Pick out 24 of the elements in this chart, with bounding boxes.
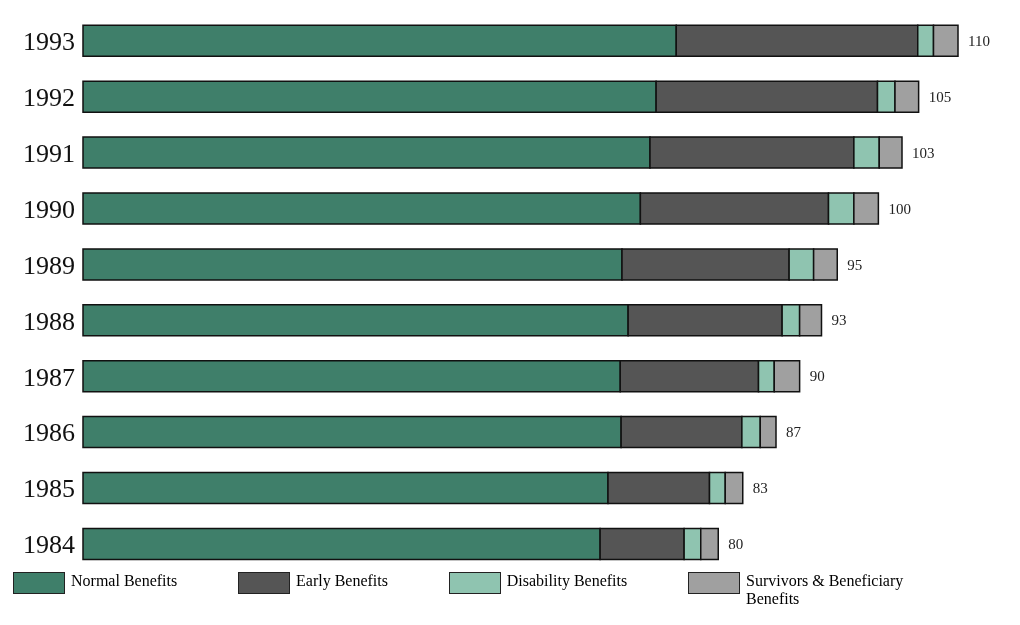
annotation: 110 xyxy=(968,32,990,49)
y-tick-label: 1984 xyxy=(23,530,75,560)
y-tick-label: 1985 xyxy=(23,474,75,504)
annotation: 100 xyxy=(888,200,911,217)
annotation: 80 xyxy=(728,536,744,553)
annotation: 93 xyxy=(831,312,847,329)
annotation: 105 xyxy=(928,88,952,105)
y-tick-label: 1989 xyxy=(23,250,75,280)
annotation: 95 xyxy=(847,256,863,273)
annotation: 83 xyxy=(752,480,768,497)
legend-label: Disability Benefits xyxy=(506,572,628,590)
legend-label: Early Benefits xyxy=(296,572,388,590)
annotation: 87 xyxy=(786,424,802,441)
annotation: 103 xyxy=(912,144,935,161)
y-tick-label: 1992 xyxy=(23,83,75,113)
legend-label: Normal Benefits xyxy=(71,572,178,590)
y-tick-label: 1988 xyxy=(23,306,75,336)
annotation: 90 xyxy=(809,368,825,385)
y-tick-label: 1986 xyxy=(23,418,75,448)
y-tick-label: 1987 xyxy=(23,362,75,392)
legend-label: Survivors & Beneficiary Benefits xyxy=(746,572,905,608)
y-tick-label: 1991 xyxy=(23,138,75,168)
y-tick-label: 1993 xyxy=(23,27,75,57)
y-tick-label: 1990 xyxy=(23,194,75,224)
